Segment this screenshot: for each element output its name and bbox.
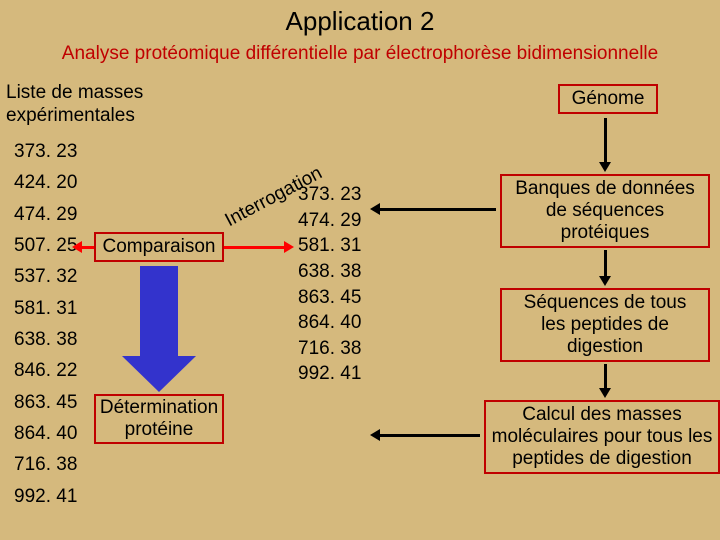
- mid-mass-value: 992. 41: [298, 361, 361, 387]
- mid-mass-value: 638. 38: [298, 259, 361, 285]
- comparaison-label: Comparaison: [103, 236, 216, 258]
- arrow-genome-banques: [604, 118, 607, 162]
- genome-label: Génome: [572, 88, 645, 110]
- determination-line1: Détermination: [100, 397, 218, 418]
- mass-value: 864. 40: [14, 418, 77, 449]
- sequences-box: Séquences de tous les peptides de digest…: [500, 288, 710, 362]
- theoretical-mass-list: 373. 23 474. 29 581. 31 638. 38 863. 45 …: [298, 182, 361, 387]
- arrow-genome-banques-head: [599, 162, 611, 172]
- sequences-line1: Séquences de tous: [524, 292, 687, 313]
- calcul-line3: peptides de digestion: [512, 448, 692, 469]
- mass-value: 424. 20: [14, 167, 77, 198]
- arrow-calc-midlist-head: [370, 429, 380, 441]
- determination-box: Détermination protéine: [94, 394, 224, 444]
- determination-line2: protéine: [125, 419, 194, 440]
- mid-mass-value: 716. 38: [298, 336, 361, 362]
- red-double-arrow-line: [82, 246, 94, 249]
- mass-value: 716. 38: [14, 449, 77, 480]
- mid-mass-value: 474. 29: [298, 208, 361, 234]
- mass-value: 863. 45: [14, 387, 77, 418]
- list-header-line1: Liste de masses: [6, 82, 143, 103]
- arrow-banques-seq: [604, 250, 607, 276]
- mass-value: 507. 25: [14, 230, 77, 261]
- red-arrow-right-head: [284, 241, 294, 253]
- blue-down-arrow-head: [122, 356, 196, 392]
- mass-value: 373. 23: [14, 136, 77, 167]
- list-header-line2: expérimentales: [6, 105, 135, 126]
- mid-mass-value: 581. 31: [298, 233, 361, 259]
- arrow-seq-calc: [604, 364, 607, 388]
- mass-value: 581. 31: [14, 293, 77, 324]
- red-arrow-left-head: [72, 241, 82, 253]
- calcul-line2: moléculaires pour tous les: [492, 426, 713, 447]
- mass-value: 537. 32: [14, 261, 77, 292]
- sequences-line3: digestion: [567, 336, 643, 357]
- banques-line2: de séquences: [546, 200, 664, 221]
- arrow-seq-calc-head: [599, 388, 611, 398]
- blue-down-arrow-shaft: [140, 266, 178, 356]
- sequences-line2: les peptides de: [541, 314, 669, 335]
- mass-value: 638. 38: [14, 324, 77, 355]
- mid-mass-value: 863. 45: [298, 285, 361, 311]
- arrow-banques-midlist-head: [370, 203, 380, 215]
- banques-line3: protéiques: [561, 222, 650, 243]
- arrow-banques-seq-head: [599, 276, 611, 286]
- experimental-mass-list: 373. 23 424. 20 474. 29 507. 25 537. 32 …: [14, 136, 77, 512]
- red-double-arrow-line2: [224, 246, 284, 249]
- mid-mass-value: 864. 40: [298, 310, 361, 336]
- mass-value: 474. 29: [14, 199, 77, 230]
- banques-line1: Banques de données: [515, 178, 695, 199]
- arrow-banques-midlist: [380, 208, 496, 211]
- arrow-calc-midlist: [380, 434, 480, 437]
- banques-box: Banques de données de séquences protéiqu…: [500, 174, 710, 248]
- list-header: Liste de masses expérimentales: [6, 82, 143, 128]
- comparaison-box: Comparaison: [94, 232, 224, 262]
- page-subtitle: Analyse protéomique différentielle par é…: [0, 37, 720, 65]
- genome-box: Génome: [558, 84, 658, 114]
- mass-value: 846. 22: [14, 355, 77, 386]
- calcul-box: Calcul des masses moléculaires pour tous…: [484, 400, 720, 474]
- calcul-line1: Calcul des masses: [522, 404, 681, 425]
- page-title: Application 2: [0, 0, 720, 37]
- mass-value: 992. 41: [14, 481, 77, 512]
